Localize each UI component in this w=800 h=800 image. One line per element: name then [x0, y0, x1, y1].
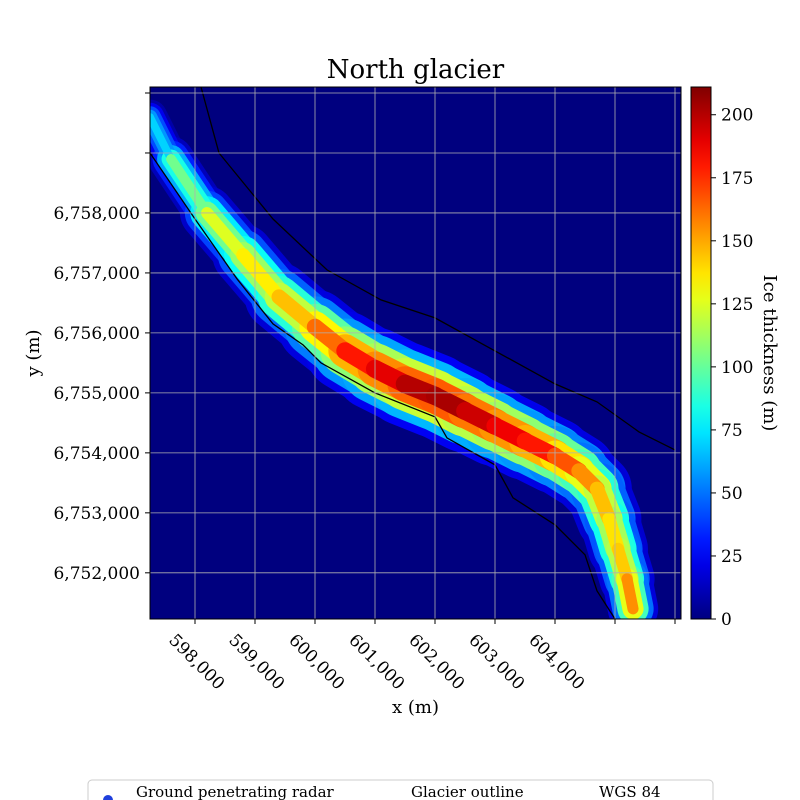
- plot-area: [149, 86, 682, 620]
- colorbar-ticks: 0 25 50 75 100 125 150 175 200: [711, 106, 753, 630]
- colorbar-tick-label: 0: [721, 610, 732, 630]
- x-tick-label: 603,000: [464, 630, 528, 694]
- x-axis: 598,000599,000600,000601,000602,000603,0…: [164, 619, 676, 694]
- colorbar-tick-label: 125: [721, 295, 753, 315]
- thickness-band-4: [150, 113, 639, 615]
- thickness-segment: [621, 573, 639, 615]
- thickness-segment: [201, 207, 249, 261]
- x-tick-label: 599,000: [224, 630, 288, 694]
- colorbar-tick-label: 100: [721, 358, 753, 378]
- colorbar-tick-label: 200: [721, 106, 753, 126]
- y-tick-label: 6,757,000: [53, 264, 140, 284]
- plot-frame: [149, 86, 682, 620]
- y-axis: 6,752,000 6,753,000 6,754,000 6,755,000 6,75…: [53, 92, 150, 584]
- legend-marker-gpr: [103, 795, 113, 800]
- colorbar-label: Ice thickness (m): [759, 275, 780, 432]
- legend-entry-gpr: Ground penetrating radar: [136, 783, 335, 800]
- thickness-heatmap: [150, 99, 659, 619]
- legend-entry-outline: Glacier outline: [411, 783, 524, 800]
- y-tick-label: 6,756,000: [53, 324, 140, 344]
- x-tick-label: 598,000: [164, 630, 228, 694]
- legend-box: [87, 779, 714, 800]
- y-tick-label: 6,755,000: [53, 384, 140, 404]
- thickness-segment: [236, 248, 286, 304]
- colorbar: 0 25 50 75 100 125 150 175 200 Ice thickness (m): [690, 86, 780, 630]
- colorbar-tick-label: 25: [721, 547, 743, 567]
- grid: [150, 87, 681, 619]
- x-tick-label: 600,000: [284, 630, 348, 694]
- y-axis-label: y (m): [23, 329, 44, 377]
- y-tick-label: 6,758,000: [53, 204, 140, 224]
- y-tick-label: 6,752,000: [53, 564, 140, 584]
- legend-entry-crs: WGS 84: [599, 783, 661, 800]
- colorbar-tick-label: 75: [721, 421, 743, 441]
- colorbar-tick-label: 175: [721, 169, 753, 189]
- thickness-segment: [150, 113, 175, 163]
- thickness-segment: [166, 154, 212, 218]
- y-tick-label: 6,753,000: [53, 504, 140, 524]
- y-tick-label: 6,754,000: [53, 444, 140, 464]
- legend: Ground penetrating radar Glacier outline…: [87, 779, 714, 800]
- colorbar-fill: [690, 86, 712, 620]
- x-tick-label: 604,000: [524, 630, 588, 694]
- x-tick-label: 602,000: [404, 630, 468, 694]
- colorbar-tick-label: 50: [721, 484, 743, 504]
- chart-title: North glacier: [327, 55, 505, 85]
- colorbar-tick-label: 150: [721, 232, 753, 252]
- x-axis-label: x (m): [392, 697, 439, 718]
- x-tick-label: 601,000: [344, 630, 408, 694]
